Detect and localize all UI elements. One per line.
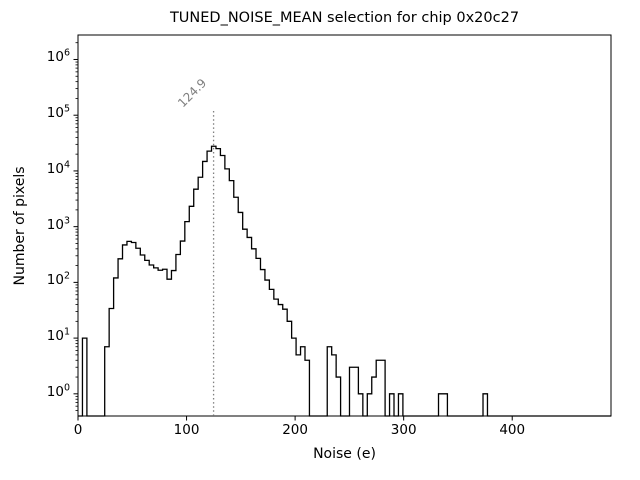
axes-box	[77, 34, 612, 417]
y-tick-label: 106	[46, 47, 70, 66]
y-tick-label: 104	[46, 159, 70, 177]
chart-title: TUNED_NOISE_MEAN selection for chip 0x20…	[169, 10, 520, 26]
x-tick-label: 0	[73, 422, 83, 438]
x-axis-label: Noise (e)	[313, 446, 376, 462]
y-tick-label: 101	[46, 326, 70, 345]
x-tick-label: 300	[390, 422, 417, 438]
y-tick-label: 102	[46, 270, 70, 289]
x-tick-label: 100	[173, 422, 200, 438]
y-tick-label: 103	[46, 215, 70, 233]
y-tick-label: 105	[46, 103, 70, 122]
x-tick-label: 400	[499, 422, 526, 438]
x-tick-label: 200	[282, 422, 308, 438]
y-tick-label: 100	[46, 382, 70, 400]
histogram-outline	[78, 145, 611, 417]
